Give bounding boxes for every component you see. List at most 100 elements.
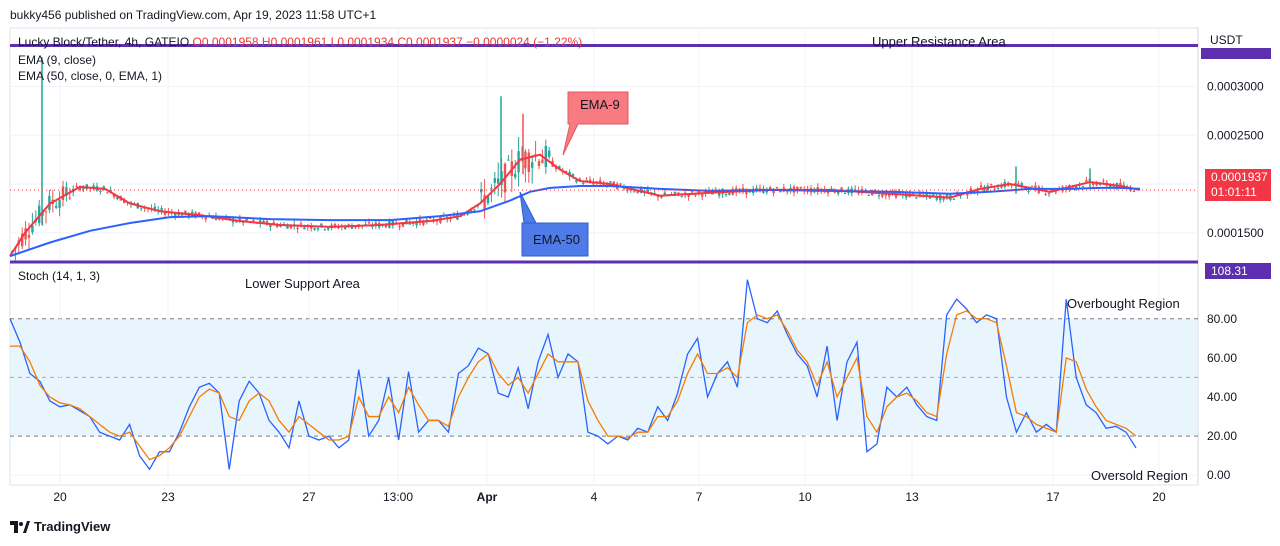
candle-body [578, 178, 581, 181]
time-tick-label: 17 [1046, 490, 1060, 504]
candle-body [769, 187, 772, 191]
candle-body [55, 205, 58, 208]
candle-body [269, 225, 272, 228]
candle-body [565, 170, 568, 172]
candle-body [697, 190, 700, 193]
candle-body [541, 159, 544, 164]
time-tick-label: 7 [696, 490, 703, 504]
ema9-callout-shape [562, 91, 629, 156]
stoch-lines [9, 279, 1137, 471]
stoch-tick-label: 0.00 [1207, 468, 1231, 482]
candle-body [599, 180, 602, 184]
candle-body [109, 189, 112, 192]
candle-body [116, 197, 119, 200]
bar-countdown: 01:01:11 [1211, 185, 1257, 199]
candle-body [881, 192, 884, 197]
candle-body [898, 192, 901, 195]
candle-body [102, 186, 105, 188]
candle-body [663, 192, 666, 196]
ohlc-values: O0.0001958 H0.0001961 L0.0001934 C0.0001… [192, 35, 583, 49]
candle-body [537, 161, 541, 167]
candle-body [524, 151, 527, 169]
tradingview-brand[interactable]: TradingView [10, 519, 110, 534]
candle-body [313, 228, 316, 230]
candle-body [1017, 183, 1020, 185]
currency-label[interactable]: USDT [1210, 33, 1243, 47]
candle-body [316, 228, 320, 230]
candle-body [245, 218, 248, 221]
ema50-callout: EMA-50 [519, 191, 589, 257]
candle-body [704, 190, 707, 194]
candle-body [466, 213, 469, 215]
candle-body [286, 225, 289, 229]
symbol-legend[interactable]: Lucky Block/Tether, 4h, GATEIO O0.000195… [18, 35, 582, 49]
candle-body [211, 217, 214, 219]
ema9-callout: EMA-9 [562, 91, 629, 156]
stoch-tick-label: 80.00 [1207, 312, 1237, 326]
candle-body [296, 227, 299, 230]
candle-body [276, 224, 279, 228]
time-tick-label: Apr [477, 490, 498, 504]
candle-body [507, 159, 510, 161]
last-price-box: 0.0001937 01:01:11 [1205, 169, 1271, 201]
candle-body [554, 167, 558, 170]
candle-body [588, 179, 592, 183]
candle-body [350, 226, 354, 229]
time-tick-label: 10 [798, 490, 812, 504]
candle-body [1132, 191, 1136, 193]
candle-body [99, 190, 102, 192]
resistance-axis-tag [1201, 48, 1271, 59]
candle-body [235, 221, 238, 223]
candle-body [493, 178, 496, 183]
candle-body [92, 185, 95, 189]
candle-body [371, 226, 374, 228]
candle-body [582, 182, 585, 184]
candle-body [1044, 193, 1047, 195]
candle-body [571, 174, 575, 176]
candle-body [262, 220, 265, 224]
candle-body [174, 213, 177, 216]
candle-body [78, 186, 82, 191]
time-tick-label: 13 [905, 490, 919, 504]
candle-body [690, 191, 694, 193]
candle-body [323, 229, 326, 231]
candle-body [646, 189, 649, 193]
tradingview-brand-name: TradingView [34, 519, 111, 534]
candle-body [854, 189, 857, 191]
symbol-name[interactable]: Lucky Block/Tether, 4h, GATEIO [18, 35, 190, 49]
stoch-legend[interactable]: Stoch (14, 1, 3) [18, 269, 101, 283]
candle-body [1122, 184, 1125, 186]
candle-body [959, 195, 962, 197]
candle-body [480, 189, 483, 193]
candle-body [888, 193, 891, 197]
candle-body [398, 225, 401, 227]
candle-body [238, 218, 241, 221]
stoch-k-line [9, 279, 1137, 471]
ema50-legend[interactable]: EMA (50, close, 0, EMA, 1) [18, 69, 163, 83]
candle-body [609, 181, 612, 183]
stoch-value: 108.31 [1211, 264, 1248, 278]
ema50-callout-label: EMA-50 [533, 232, 580, 247]
candle-body [463, 214, 466, 216]
candle-body [1020, 183, 1023, 188]
candle-body [112, 194, 116, 198]
candle-body [68, 197, 71, 199]
time-tick-label: 13:00 [383, 490, 413, 504]
candle-body [184, 210, 187, 214]
candle-body [548, 150, 551, 157]
stoch-grid [10, 318, 1198, 476]
time-tick-label: 20 [53, 490, 67, 504]
upper-resistance-label: Upper Resistance Area [872, 34, 1006, 49]
ema50-callout-shape [519, 191, 589, 257]
candle-body [469, 210, 473, 212]
ema9-legend[interactable]: EMA (9, close) [18, 53, 97, 67]
time-tick-label: 27 [302, 490, 316, 504]
candle-body [915, 197, 918, 199]
candle-body [990, 183, 993, 185]
candle-body [687, 194, 690, 197]
ema9-callout-label: EMA-9 [580, 97, 620, 112]
lower-support-label: Lower Support Area [245, 276, 360, 291]
candle-body [384, 225, 388, 228]
candle-body [585, 179, 588, 181]
